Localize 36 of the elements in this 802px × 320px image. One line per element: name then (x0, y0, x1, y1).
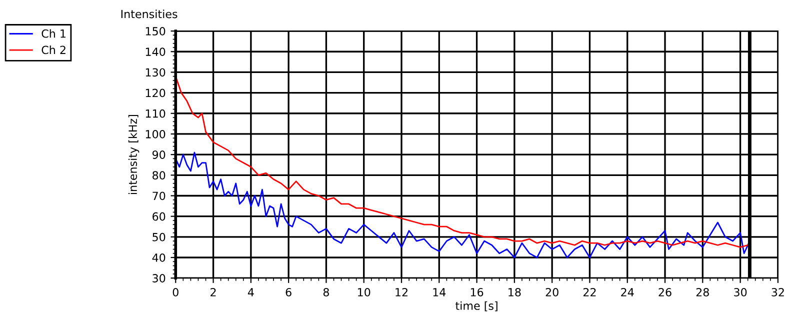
y-tick-label: 70 (152, 192, 166, 200)
line-series (176, 152, 750, 258)
x-axis-title: time [s] (456, 301, 498, 312)
y-tick-label: 80 (152, 171, 166, 180)
legend-label: Ch 2 (42, 46, 66, 54)
x-tick-label: 8 (323, 288, 329, 296)
y-tick-label: 50 (152, 232, 166, 242)
x-tick-label: 6 (286, 288, 292, 296)
x-tick-label: 14 (433, 288, 446, 296)
x-tick-label: 30 (734, 288, 747, 296)
x-tick-label: 24 (621, 288, 634, 296)
y-axis-title: intensity [kHz] (128, 115, 140, 194)
y-tick-label: 40 (152, 253, 166, 262)
y-tick-label: 60 (152, 212, 166, 221)
x-tick-label: 20 (546, 288, 558, 296)
y-tick-label: 120 (146, 88, 166, 98)
x-tick-label: 12 (396, 288, 408, 296)
y-tick-label: 140 (146, 48, 166, 56)
x-tick-label: 10 (358, 288, 370, 296)
x-tick-label: 32 (772, 288, 784, 296)
x-tick-label: 2 (210, 288, 216, 296)
x-tick-label: 26 (658, 288, 672, 296)
x-tick-label: 0 (172, 288, 178, 296)
y-tick-label: 100 (146, 130, 166, 138)
y-tick-label: 30 (152, 274, 166, 282)
y-tick-label: 150 (146, 27, 166, 36)
y-tick-label: 110 (146, 109, 166, 118)
chart-title: Intensities (121, 10, 178, 18)
x-tick-label: 28 (696, 288, 709, 296)
x-tick-label: 4 (248, 288, 254, 296)
legend-label: Ch 1 (42, 29, 66, 38)
x-tick-label: 18 (508, 288, 521, 296)
x-tick-label: 16 (470, 288, 484, 296)
y-tick-label: 130 (146, 68, 166, 77)
y-tick-label: 90 (152, 150, 166, 159)
x-tick-label: 22 (583, 288, 596, 296)
